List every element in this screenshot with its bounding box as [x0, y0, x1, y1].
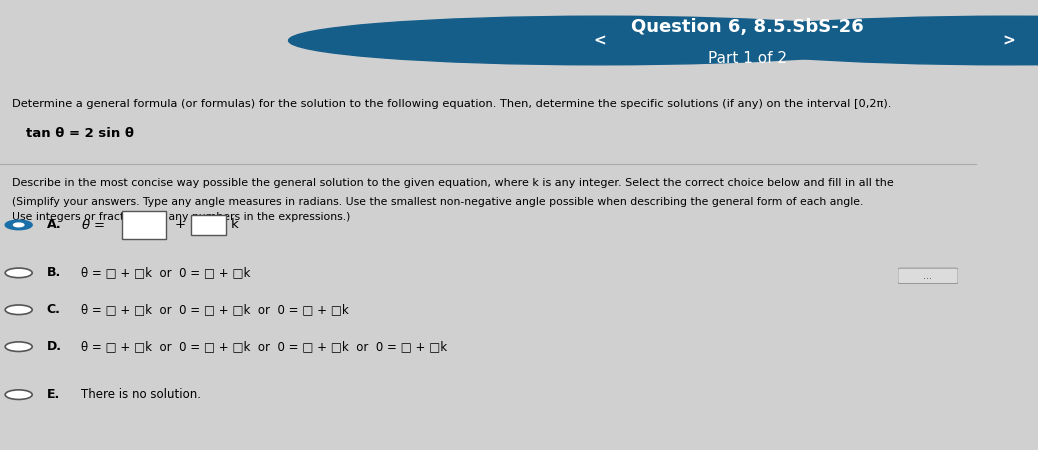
Text: $\pi$: $\pi$ [203, 218, 214, 231]
Circle shape [698, 16, 1038, 65]
Text: +: + [174, 218, 186, 231]
Text: >: > [1003, 33, 1015, 48]
Text: Determine a general formula (or formulas) for the solution to the following equa: Determine a general formula (or formulas… [12, 99, 892, 109]
Text: B.: B. [47, 266, 61, 279]
Circle shape [5, 220, 32, 230]
Text: <: < [594, 33, 606, 48]
Text: A.: A. [47, 218, 61, 231]
Text: θ = □ + □k  or  0 = □ + □k  or  0 = □ + □k  or  0 = □ + □k: θ = □ + □k or 0 = □ + □k or 0 = □ + □k o… [81, 340, 447, 353]
Text: C.: C. [47, 303, 60, 316]
Circle shape [5, 268, 32, 278]
FancyBboxPatch shape [898, 268, 958, 284]
Circle shape [5, 342, 32, 351]
Text: Question 6, 8.5.SbS-26: Question 6, 8.5.SbS-26 [631, 18, 864, 36]
Text: θ = □ + □k  or  0 = □ + □k: θ = □ + □k or 0 = □ + □k [81, 266, 250, 279]
Text: Describe in the most concise way possible the general solution to the given equa: Describe in the most concise way possibl… [12, 178, 894, 188]
Text: E.: E. [47, 388, 60, 401]
FancyBboxPatch shape [191, 215, 226, 235]
Text: 3: 3 [140, 223, 148, 236]
Text: k: k [230, 218, 238, 231]
Circle shape [5, 390, 32, 400]
FancyBboxPatch shape [122, 211, 166, 239]
Text: D.: D. [47, 340, 61, 353]
Text: tan θ = 2 sin θ: tan θ = 2 sin θ [26, 127, 134, 140]
Text: $\theta$ =: $\theta$ = [81, 218, 105, 232]
Text: θ = □ + □k  or  0 = □ + □k  or  0 = □ + □k: θ = □ + □k or 0 = □ + □k or 0 = □ + □k [81, 303, 349, 316]
Text: $\pi$: $\pi$ [139, 214, 149, 227]
Circle shape [289, 16, 911, 65]
Text: There is no solution.: There is no solution. [81, 388, 201, 401]
Text: Part 1 of 2: Part 1 of 2 [708, 51, 787, 66]
Text: (Simplify your answers. Type any angle measures in radians. Use the smallest non: (Simplify your answers. Type any angle m… [12, 197, 864, 207]
Text: ...: ... [924, 271, 932, 281]
Text: Use integers or fractions for any numbers in the expressions.): Use integers or fractions for any number… [12, 212, 351, 222]
Circle shape [5, 305, 32, 315]
Circle shape [13, 223, 24, 227]
